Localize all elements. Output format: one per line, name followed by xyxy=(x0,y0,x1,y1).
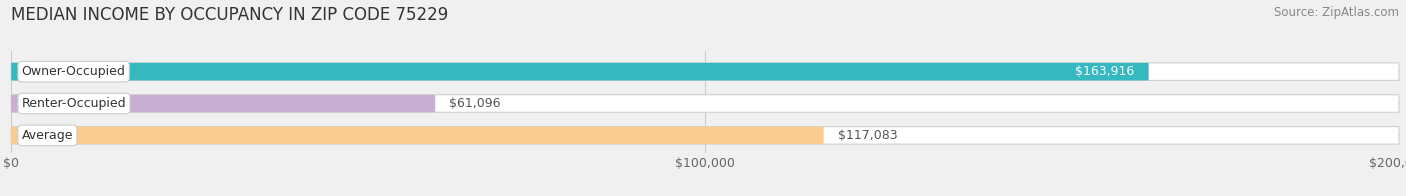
Text: $117,083: $117,083 xyxy=(838,129,897,142)
FancyBboxPatch shape xyxy=(11,95,1399,112)
FancyBboxPatch shape xyxy=(11,63,1399,80)
FancyBboxPatch shape xyxy=(11,95,436,112)
FancyBboxPatch shape xyxy=(11,127,1399,144)
FancyBboxPatch shape xyxy=(11,127,824,144)
Text: Owner-Occupied: Owner-Occupied xyxy=(21,65,125,78)
Text: Source: ZipAtlas.com: Source: ZipAtlas.com xyxy=(1274,6,1399,19)
Text: MEDIAN INCOME BY OCCUPANCY IN ZIP CODE 75229: MEDIAN INCOME BY OCCUPANCY IN ZIP CODE 7… xyxy=(11,6,449,24)
Text: Renter-Occupied: Renter-Occupied xyxy=(21,97,127,110)
Text: Average: Average xyxy=(21,129,73,142)
FancyBboxPatch shape xyxy=(11,63,1149,80)
Text: $61,096: $61,096 xyxy=(449,97,501,110)
Text: $163,916: $163,916 xyxy=(1076,65,1135,78)
